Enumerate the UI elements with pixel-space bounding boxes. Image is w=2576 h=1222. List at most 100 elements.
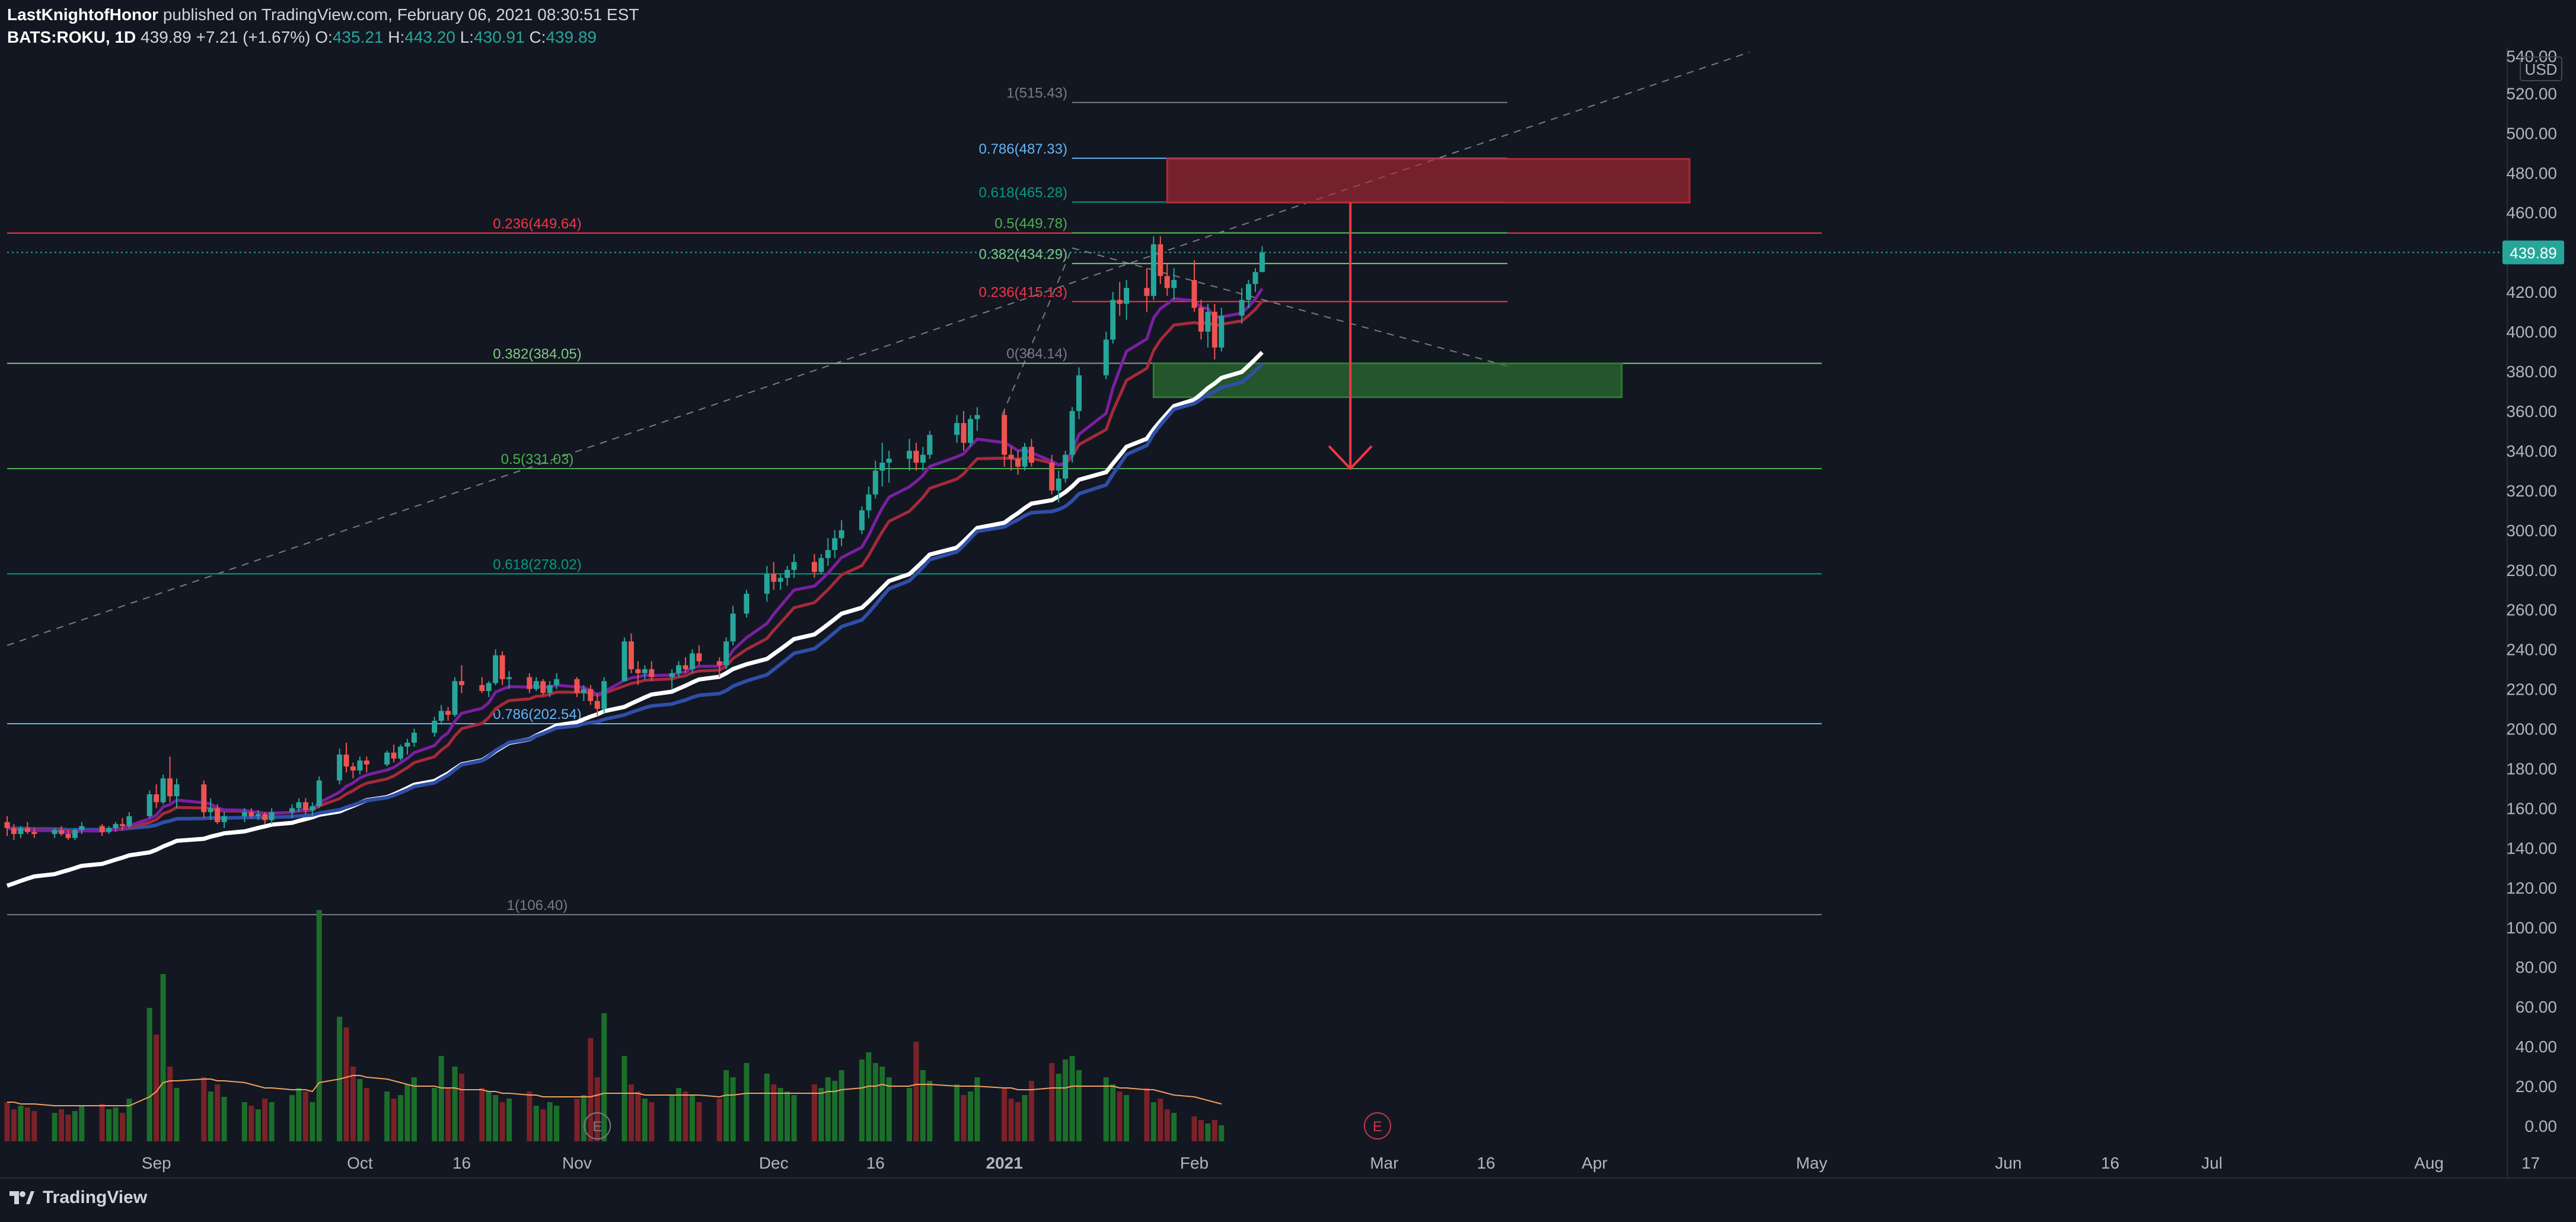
candle bbox=[506, 671, 512, 689]
volume-bar bbox=[533, 1106, 539, 1141]
candle-body bbox=[364, 760, 369, 765]
candle-body bbox=[723, 641, 729, 666]
volume-bar bbox=[588, 1038, 594, 1141]
y-tick-label: 200.00 bbox=[2506, 720, 2557, 739]
volume-bar bbox=[1124, 1095, 1130, 1141]
candle bbox=[1022, 443, 1028, 471]
candle bbox=[574, 677, 580, 697]
candle-body bbox=[1164, 276, 1170, 288]
volume-bar bbox=[907, 1088, 913, 1141]
y-tick-label: 500.00 bbox=[2506, 124, 2557, 142]
candle bbox=[1219, 307, 1225, 352]
candle bbox=[316, 776, 322, 809]
candle bbox=[65, 830, 71, 840]
volume-bar bbox=[1063, 1059, 1069, 1141]
ohlc-line: BATS:ROKU, 1D 439.89 +7.21 (+1.67%) O:43… bbox=[7, 26, 639, 49]
tradingview-brand[interactable]: TradingView bbox=[43, 1188, 148, 1207]
y-tick-label: 240.00 bbox=[2506, 641, 2557, 659]
footer: TradingView bbox=[8, 1188, 147, 1208]
candle-body bbox=[1022, 447, 1028, 467]
symbol-label[interactable]: BATS:ROKU, 1D bbox=[7, 28, 136, 46]
candle-body bbox=[825, 550, 831, 558]
candle bbox=[1063, 450, 1069, 483]
candle bbox=[967, 415, 973, 447]
candle bbox=[1015, 450, 1021, 475]
candle-body bbox=[1076, 375, 1082, 411]
candle bbox=[113, 822, 119, 832]
candle-body bbox=[438, 711, 444, 721]
y-tick-label: 400.00 bbox=[2506, 323, 2557, 341]
candle bbox=[1008, 447, 1014, 471]
candle bbox=[920, 447, 926, 471]
candle bbox=[1110, 292, 1116, 344]
volume-bar bbox=[1171, 1113, 1177, 1141]
x-tick-label: 2021 bbox=[986, 1154, 1023, 1172]
candle bbox=[540, 679, 546, 695]
author-name[interactable]: LastKnightofHonor bbox=[7, 5, 159, 24]
x-tick-label: Nov bbox=[562, 1154, 592, 1172]
candle bbox=[106, 826, 112, 834]
volume-bar bbox=[1158, 1099, 1163, 1141]
candle bbox=[499, 651, 505, 685]
x-tick-label: Jun bbox=[1995, 1154, 2022, 1172]
zone-supply bbox=[1166, 158, 1691, 204]
volume-bar bbox=[832, 1081, 838, 1141]
volume-bar bbox=[31, 1111, 37, 1141]
candle-body bbox=[927, 435, 933, 455]
y-tick-label: 120.00 bbox=[2506, 879, 2557, 897]
candle bbox=[215, 804, 221, 825]
candle bbox=[588, 685, 594, 705]
candle-body bbox=[398, 746, 404, 759]
candle-body bbox=[126, 816, 132, 826]
volume-bar bbox=[913, 1042, 919, 1141]
projection-arrow-head bbox=[1328, 445, 1373, 470]
candle-body bbox=[1049, 463, 1055, 491]
candle-body bbox=[52, 830, 58, 834]
ema-red-line bbox=[7, 300, 1264, 833]
volume-bar bbox=[785, 1091, 790, 1141]
fib-left-label: 0.236(449.64) bbox=[493, 216, 581, 232]
candle bbox=[554, 673, 560, 689]
x-tick-label: Oct bbox=[347, 1154, 373, 1172]
volume-bar bbox=[248, 1106, 254, 1141]
candle-body bbox=[1198, 307, 1204, 332]
candle-body bbox=[621, 641, 627, 682]
candle-body bbox=[343, 755, 349, 767]
candle-body bbox=[635, 669, 641, 673]
volume-ma-line bbox=[7, 1075, 1222, 1106]
candle bbox=[785, 566, 790, 586]
candle-body bbox=[79, 826, 85, 830]
x-tick-label: May bbox=[1796, 1154, 1828, 1172]
last-price: 439.89 bbox=[141, 28, 192, 46]
high-value: 443.20 bbox=[404, 28, 455, 46]
volume-bar bbox=[106, 1109, 112, 1141]
candle-body bbox=[1212, 311, 1217, 348]
candle bbox=[302, 798, 308, 814]
candle-body bbox=[920, 454, 926, 463]
volume-bar bbox=[1205, 1124, 1211, 1141]
tradingview-logo-icon[interactable] bbox=[8, 1189, 34, 1207]
candle-body bbox=[866, 494, 872, 511]
low-value: 430.91 bbox=[474, 28, 525, 46]
candle bbox=[59, 826, 65, 836]
candle-body bbox=[248, 812, 254, 816]
candle-body bbox=[777, 578, 783, 582]
volume-bar bbox=[683, 1091, 688, 1141]
candle-body bbox=[316, 780, 322, 807]
candle bbox=[818, 553, 824, 574]
candle bbox=[547, 681, 553, 697]
x-tick-label: 16 bbox=[1477, 1154, 1495, 1172]
x-tick-label: 17 bbox=[2521, 1154, 2540, 1172]
candle-body bbox=[432, 721, 438, 733]
volume-bar bbox=[411, 1077, 417, 1141]
candle-body bbox=[1219, 316, 1225, 348]
candle bbox=[649, 661, 655, 682]
volume-bar bbox=[452, 1067, 458, 1141]
candle bbox=[146, 790, 152, 819]
candle-body bbox=[1069, 410, 1075, 455]
volume-bar bbox=[343, 1027, 349, 1141]
volume-bar bbox=[974, 1077, 980, 1141]
trend-line-dashed bbox=[7, 52, 1750, 646]
candle bbox=[1028, 438, 1034, 467]
